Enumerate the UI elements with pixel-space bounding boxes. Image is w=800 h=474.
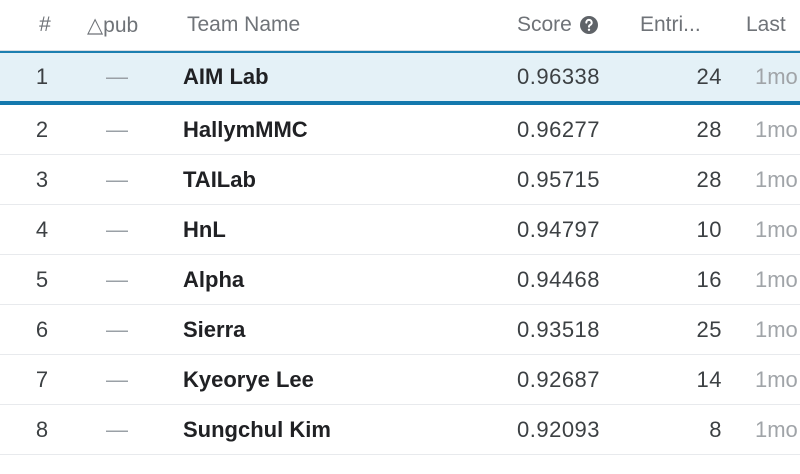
last-submission: 1mo	[755, 116, 798, 142]
rank: 1	[35, 64, 49, 89]
delta-pub: —	[106, 216, 128, 242]
team-name[interactable]: Kyeorye Lee	[183, 366, 314, 392]
leaderboard-row[interactable]: 1 — AIM Lab 0.96338 24 1mo	[0, 51, 800, 105]
score: 0.92687	[517, 366, 601, 392]
delta-pub: —	[106, 166, 128, 192]
delta-pub: —	[106, 366, 128, 392]
header-delta[interactable]: △pub	[87, 13, 139, 37]
team-name[interactable]: HallymMMC	[183, 116, 308, 142]
score: 0.95715	[517, 166, 601, 192]
team-name[interactable]: Sungchul Kim	[183, 416, 331, 442]
score: 0.94797	[517, 216, 601, 242]
team-name[interactable]: HnL	[183, 216, 226, 242]
entries: 28	[696, 116, 722, 142]
entries: 10	[696, 216, 722, 242]
delta-pub: —	[106, 116, 128, 142]
last-submission: 1mo	[755, 416, 798, 442]
team-name[interactable]: Alpha	[183, 266, 245, 292]
score: 0.96277	[517, 116, 601, 142]
header-rank: #	[39, 13, 51, 36]
leaderboard-row[interactable]: 8 — Sungchul Kim 0.92093 8 1mo	[0, 405, 800, 455]
entries: 14	[696, 366, 722, 392]
leaderboard-row[interactable]: 4 — HnL 0.94797 10 1mo	[0, 205, 800, 255]
leaderboard-row[interactable]: 6 — Sierra 0.93518 25 1mo	[0, 305, 800, 355]
rank: 5	[35, 266, 49, 292]
rank: 4	[35, 216, 49, 242]
rank: 2	[35, 116, 49, 142]
team-name[interactable]: Sierra	[183, 316, 246, 342]
delta-pub: —	[106, 64, 128, 89]
delta-pub: —	[106, 266, 128, 292]
leaderboard-row[interactable]: 7 — Kyeorye Lee 0.92687 14 1mo	[0, 355, 800, 405]
header-score-text: Score	[517, 13, 572, 36]
header-score[interactable]: Score	[517, 0, 599, 50]
rank: 3	[35, 166, 49, 192]
entries: 16	[696, 266, 722, 292]
score: 0.93518	[517, 316, 601, 342]
entries: 8	[709, 416, 722, 442]
team-name[interactable]: TAILab	[183, 166, 256, 192]
rank: 8	[35, 416, 49, 442]
delta-pub: —	[106, 316, 128, 342]
last-submission: 1mo	[755, 316, 798, 342]
leaderboard-row[interactable]: 2 — HallymMMC 0.96277 28 1mo	[0, 105, 800, 155]
help-icon[interactable]	[579, 15, 599, 35]
header-team[interactable]: Team Name	[187, 13, 301, 36]
delta-pub: —	[106, 416, 128, 442]
header-row: # △pub Team Name Score Entri... Last	[0, 0, 800, 51]
leaderboard-row[interactable]: 3 — TAILab 0.95715 28 1mo	[0, 155, 800, 205]
last-submission: 1mo	[755, 266, 798, 292]
entries: 24	[696, 64, 722, 89]
entries: 28	[696, 166, 722, 192]
score: 0.94468	[517, 266, 601, 292]
header-last[interactable]: Last	[746, 13, 786, 36]
score: 0.96338	[517, 64, 601, 89]
header-entries[interactable]: Entri...	[640, 13, 701, 36]
score: 0.92093	[517, 416, 601, 442]
rank: 7	[35, 366, 49, 392]
last-submission: 1mo	[755, 216, 798, 242]
last-submission: 1mo	[755, 366, 798, 392]
leaderboard-row[interactable]: 5 — Alpha 0.94468 16 1mo	[0, 255, 800, 305]
last-submission: 1mo	[755, 64, 798, 89]
last-submission: 1mo	[755, 166, 798, 192]
rank: 6	[35, 316, 49, 342]
entries: 25	[696, 316, 722, 342]
team-name[interactable]: AIM Lab	[183, 64, 269, 89]
